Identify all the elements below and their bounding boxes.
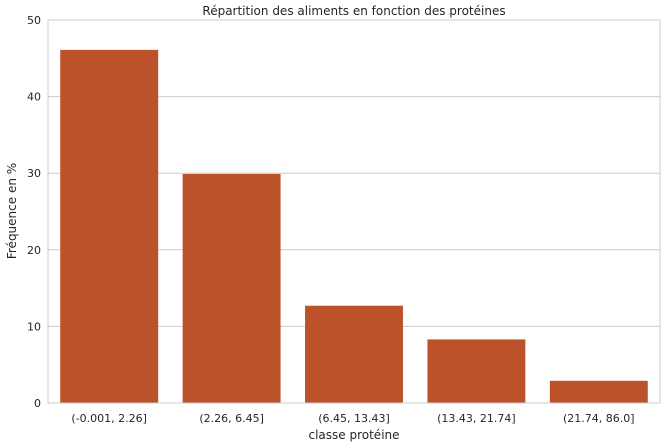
- bar-4: [549, 380, 648, 403]
- x-axis-label: classe protéine: [308, 428, 399, 442]
- y-tick-labels: 0 10 20 30 40 50: [27, 14, 41, 410]
- y-axis-label: Fréquence en %: [5, 163, 19, 259]
- x-tick-label: (13.43, 21.74]: [437, 412, 516, 425]
- bar-1: [182, 173, 281, 403]
- x-tick-label: (6.45, 13.43]: [318, 412, 390, 425]
- y-tick-label: 10: [27, 320, 41, 333]
- x-tick-label: (-0.001, 2.26]: [71, 412, 147, 425]
- y-tick-label: 50: [27, 14, 41, 27]
- y-tick-label: 0: [34, 397, 41, 410]
- bar-2: [305, 305, 403, 403]
- plot-frame: [47, 19, 661, 404]
- bars: [60, 49, 648, 404]
- x-tick-labels: (-0.001, 2.26] (2.26, 6.45] (6.45, 13.43] (…: [71, 412, 634, 425]
- x-tick-label: (21.74, 86.0]: [563, 412, 635, 425]
- y-tick-label: 30: [27, 167, 41, 180]
- y-tick-label: 40: [27, 91, 41, 104]
- y-tick-label: 20: [27, 244, 41, 257]
- chart-title: Répartition des aliments en fonction des…: [202, 4, 505, 18]
- bar-3: [427, 339, 526, 403]
- x-tick-label: (2.26, 6.45]: [199, 412, 264, 425]
- bar-0: [60, 49, 159, 404]
